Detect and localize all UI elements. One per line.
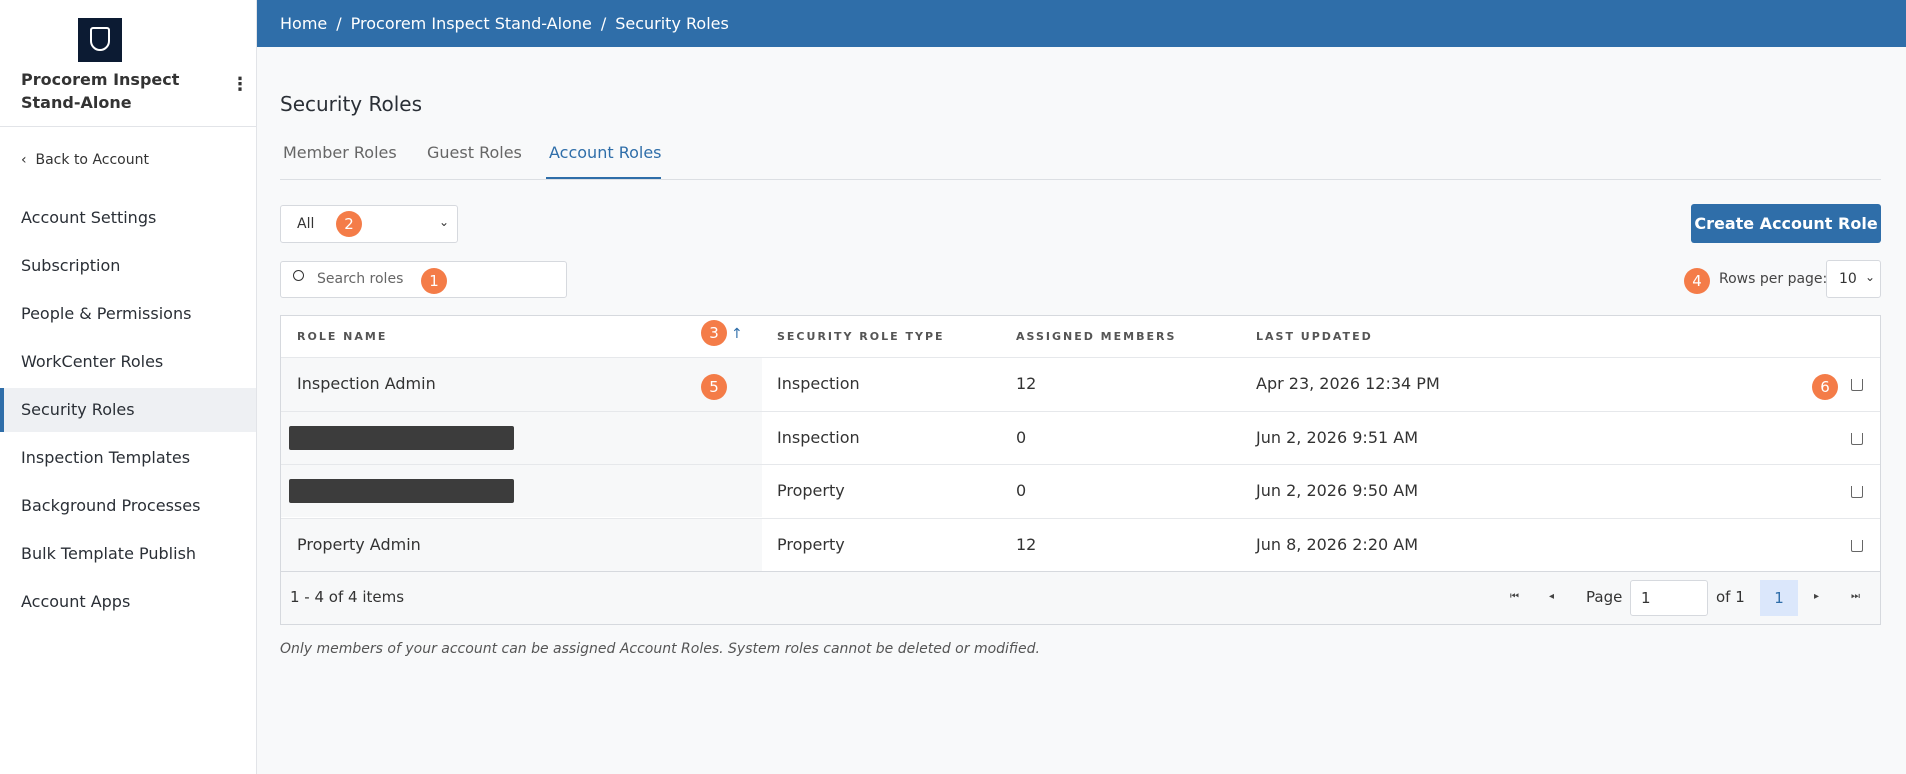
divider: [0, 126, 256, 127]
page-title: Security Roles: [280, 92, 423, 116]
annotation-badge: 2: [336, 211, 362, 237]
table-cell: Inspection Admin: [297, 374, 436, 393]
roles-table: ROLE NAME SECURITY ROLE TYPE ASSIGNED MEMB…: [280, 315, 1881, 625]
delete-icon[interactable]: [1851, 379, 1863, 391]
table-cell: 0: [1016, 428, 1027, 447]
page-label: Page: [1586, 588, 1623, 606]
column-header: LAST UPDATED: [1256, 330, 1373, 343]
back-link[interactable]: ‹ Back to Account: [21, 152, 149, 168]
nav-item[interactable]: Bulk Template Publish: [21, 544, 197, 563]
nav-item[interactable]: Security Roles: [0, 388, 256, 432]
redacted-cell: [289, 426, 514, 450]
table-cell: Property Admin: [297, 535, 421, 554]
table-cell: Jun 2, 2026 9:50 AM: [1256, 481, 1419, 500]
prev-page[interactable]: ◂: [1549, 591, 1555, 602]
chevron: ⌄: [1864, 270, 1875, 284]
back-text[interactable]: Back to Account: [35, 152, 149, 168]
nav-item[interactable]: Subscription: [21, 256, 121, 275]
breadcrumb-item[interactable]: Security Roles: [615, 14, 729, 33]
tab-underline: [546, 177, 661, 179]
separator: /: [336, 14, 342, 33]
breadcrumb-bar: Home / Procorem Inspect Stand-Alone / Securi…: [257, 0, 1906, 47]
annotation-badge: 6: [1812, 374, 1838, 400]
row-divider: [281, 464, 1880, 465]
tab-divider: [280, 179, 1881, 180]
table-footer: [281, 572, 1880, 624]
current-page[interactable]: 1: [1760, 580, 1798, 616]
tab[interactable]: Account Roles: [549, 143, 662, 162]
annotation-badge: 3: [701, 320, 727, 346]
tab[interactable]: Guest Roles: [427, 143, 522, 162]
annotation-badge: 1: [421, 268, 447, 294]
tab[interactable]: Member Roles: [283, 143, 397, 162]
nav-item[interactable]: People & Permissions: [21, 304, 192, 323]
chevron: ⌄: [438, 215, 449, 229]
footnote: Only members of your account can be assi…: [280, 641, 1040, 657]
column-header: ASSIGNED MEMBERS: [1016, 330, 1177, 343]
rows-per-page-value[interactable]: 10: [1839, 271, 1857, 287]
next-page[interactable]: ▸: [1814, 591, 1820, 602]
nav-item[interactable]: Background Processes: [21, 496, 201, 515]
breadcrumb-item[interactable]: Procorem Inspect Stand-Alone: [350, 14, 592, 33]
footer-divider: [281, 571, 1880, 572]
delete-icon[interactable]: [1851, 486, 1863, 498]
table-cell: Jun 8, 2026 2:20 AM: [1256, 535, 1419, 554]
column-header: ROLE NAME: [297, 330, 388, 343]
column-header: SECURITY ROLE TYPE: [777, 330, 945, 343]
search-icon: [293, 270, 304, 281]
sidebar: Procorem Inspect Stand-Alone ⋮ ‹ Back to…: [0, 0, 257, 774]
name-cell-bg: [281, 519, 762, 571]
table-cell: Jun 2, 2026 9:51 AM: [1256, 428, 1419, 447]
last-page[interactable]: ⏭: [1851, 591, 1860, 602]
nav-item[interactable]: Account Apps: [21, 592, 131, 611]
delete-icon[interactable]: [1851, 540, 1863, 552]
create-button[interactable]: Create Account Role: [1691, 204, 1881, 243]
table-cell: 0: [1016, 481, 1027, 500]
first-page[interactable]: ⏮: [1510, 591, 1519, 602]
row-divider: [281, 518, 1880, 519]
delete-icon[interactable]: [1851, 433, 1863, 445]
redacted-cell: [289, 479, 514, 503]
annotation-badge: 4: [1684, 268, 1710, 294]
table-cell: Property: [777, 535, 845, 554]
row-divider: [281, 357, 1880, 358]
table-cell: Inspection: [777, 374, 860, 393]
table-cell: Inspection: [777, 428, 860, 447]
row-divider: [281, 411, 1880, 412]
org-name: Procorem Inspect Stand-Alone: [21, 70, 180, 112]
nav-item[interactable]: Account Settings: [21, 208, 157, 227]
page-input[interactable]: 1: [1630, 580, 1708, 616]
table-cell: Apr 23, 2026 12:34 PM: [1256, 374, 1440, 393]
nav-item[interactable]: Inspection Templates: [21, 448, 191, 467]
name-cell-bg: [281, 358, 762, 411]
pagination-summary: 1 - 4 of 4 items: [290, 588, 405, 606]
rows-per-page-label: Rows per page:: [1719, 271, 1828, 287]
sort-arrow[interactable]: ↑: [731, 326, 743, 342]
rows-per-page-select[interactable]: 10 ⌄: [1826, 260, 1881, 298]
filter-value[interactable]: All: [297, 216, 315, 232]
filter-select[interactable]: All ⌄: [280, 205, 458, 243]
breadcrumb-item[interactable]: Home: [280, 14, 328, 33]
of-label: of 1: [1716, 588, 1745, 606]
table-cell: Property: [777, 481, 845, 500]
separator: /: [600, 14, 607, 33]
search-placeholder[interactable]: Search roles: [317, 271, 404, 287]
table-cell: 12: [1016, 374, 1037, 393]
table-cell: 12: [1016, 535, 1037, 554]
logo: [78, 18, 122, 62]
kebab-menu[interactable]: ⋮: [231, 74, 249, 95]
annotation-badge: 5: [701, 374, 727, 400]
page-input-value[interactable]: 1: [1641, 589, 1651, 607]
nav-item[interactable]: WorkCenter Roles: [21, 352, 164, 371]
